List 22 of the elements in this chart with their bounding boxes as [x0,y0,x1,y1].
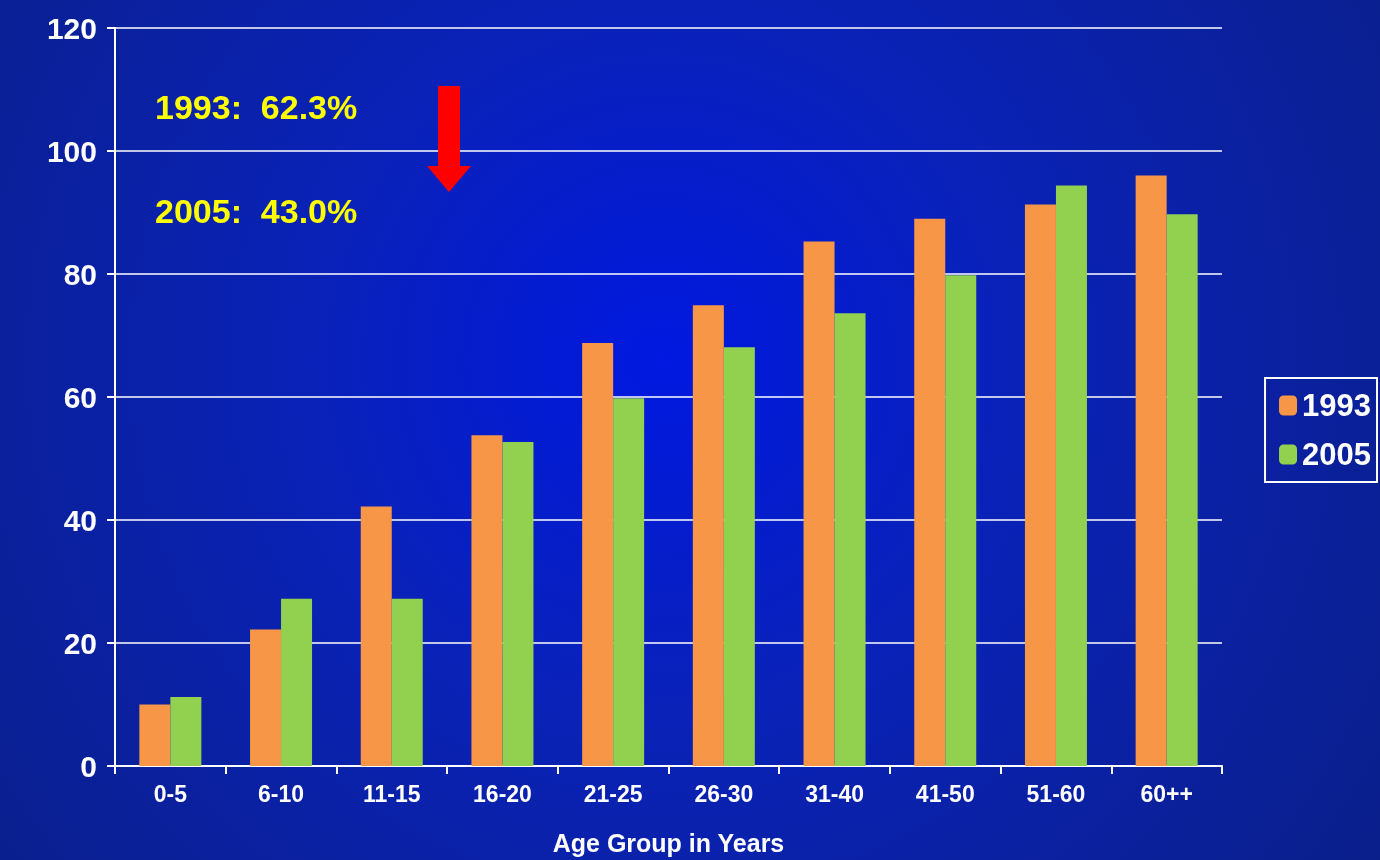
y-tick-label: 60 [63,380,97,414]
x-axis-title: Age Group in Years [552,828,785,857]
y-tick-label: 0 [80,749,97,783]
y-tick-label: 120 [46,11,97,45]
x-tick-label: 51-60 [1026,780,1086,807]
x-tick-label: 41-50 [915,780,975,807]
y-tick-label: 20 [63,626,97,660]
annotation: 1993: 62.3% [155,88,358,126]
x-tick-label: 21-25 [583,780,643,807]
x-tick-label: 0-5 [153,780,188,807]
x-tick-label: 31-40 [805,780,864,807]
y-tick-label: 80 [63,257,97,291]
x-tick-label: 60++ [1140,780,1193,807]
y-tick-label: 40 [63,503,97,537]
legend-label: 2005 [1302,437,1372,472]
x-tick-label: 11-15 [362,780,421,807]
x-tick-label: 6-10 [258,780,305,807]
annotation: 2005: 43.0% [155,192,358,230]
y-tick-label: 100 [46,134,97,168]
x-tick-label: 16-20 [473,780,532,807]
x-tick-label: 26-30 [694,780,754,807]
legend-label: 1993 [1302,388,1372,423]
